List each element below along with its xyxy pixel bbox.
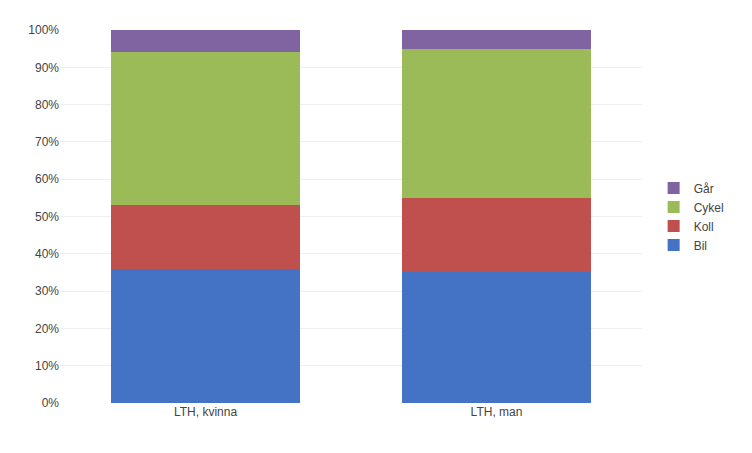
svg-text:50%: 50% [35, 210, 59, 224]
svg-text:Bil: Bil [694, 239, 707, 253]
svg-text:0%: 0% [42, 396, 60, 410]
svg-text:40%: 40% [35, 247, 59, 261]
svg-text:LTH, kvinna: LTH, kvinna [174, 405, 237, 419]
svg-text:Koll: Koll [694, 220, 714, 234]
svg-text:20%: 20% [35, 322, 59, 336]
svg-text:Går: Går [694, 182, 714, 196]
svg-text:100%: 100% [28, 23, 59, 37]
svg-text:30%: 30% [35, 284, 59, 298]
svg-text:60%: 60% [35, 172, 59, 186]
svg-text:70%: 70% [35, 135, 59, 149]
svg-text:LTH, man: LTH, man [471, 405, 523, 419]
svg-text:10%: 10% [35, 359, 59, 373]
svg-text:80%: 80% [35, 98, 59, 112]
svg-text:90%: 90% [35, 61, 59, 75]
svg-text:Cykel: Cykel [694, 201, 724, 215]
